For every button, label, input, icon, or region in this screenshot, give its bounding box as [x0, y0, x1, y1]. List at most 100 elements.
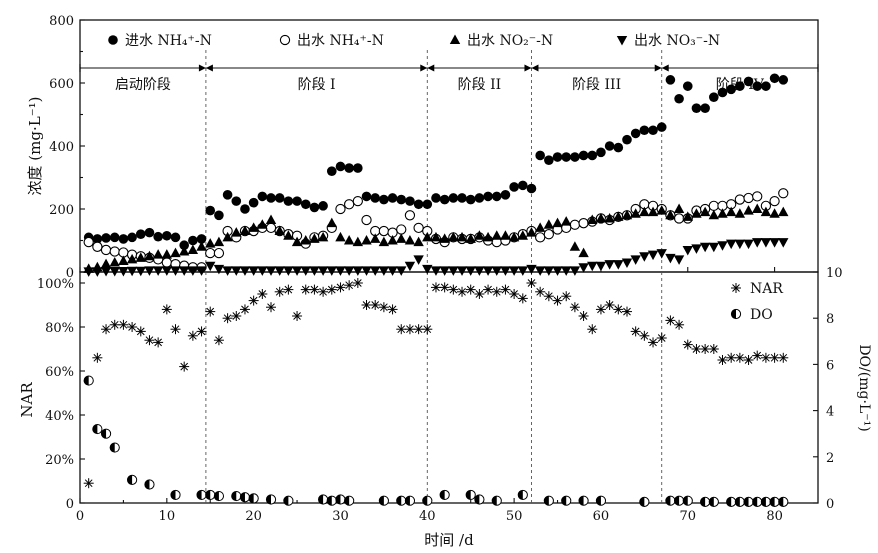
nar-point [552, 295, 563, 306]
data-point-down-triangle [587, 261, 598, 272]
data-point-filled-circle [552, 152, 563, 162]
data-point-down-triangle [222, 266, 233, 276]
right-y-tick-label: 6 [826, 358, 834, 373]
nar-point [187, 330, 198, 341]
nar-point [734, 352, 745, 363]
nar-point [691, 344, 702, 354]
do-point [170, 489, 181, 501]
data-point-down-triangle [534, 266, 546, 276]
data-point-down-triangle [595, 261, 607, 272]
data-point-filled-circle [691, 103, 702, 113]
do-point [144, 479, 155, 490]
data-point-open-circle [161, 257, 172, 268]
x-tick-label: 60 [593, 509, 610, 524]
data-point-up-triangle [482, 231, 494, 242]
data-point-down-triangle [100, 267, 112, 277]
data-point-down-triangle [725, 239, 737, 250]
data-point-filled-circle [544, 155, 554, 165]
data-point-filled-circle [257, 191, 268, 202]
nar-point [205, 306, 216, 317]
data-point-down-triangle [135, 266, 146, 277]
nar-point [396, 324, 407, 335]
do-point [474, 494, 485, 505]
data-point-open-circle [352, 195, 363, 207]
stage-arrowhead [531, 64, 539, 72]
do-point [126, 474, 138, 485]
data-point-down-triangle [665, 253, 676, 264]
data-point-up-triangle [595, 212, 607, 223]
nar-point [483, 284, 494, 295]
nar-point [587, 324, 598, 335]
data-point-up-triangle [587, 214, 598, 225]
nar-point [760, 352, 771, 363]
data-point-down-triangle [187, 266, 199, 276]
do-point [283, 495, 294, 506]
nar-point [352, 278, 363, 288]
right-y-axis-label: DO/(mg·L⁻¹) [856, 344, 872, 431]
data-point-filled-circle [231, 196, 242, 206]
legend-label: 出水 NO₂⁻-N [467, 33, 553, 49]
data-point-down-triangle [691, 244, 702, 254]
legend-marker-down-triangle [616, 36, 628, 46]
data-point-down-triangle [500, 266, 511, 276]
data-point-filled-circle [535, 150, 545, 161]
data-point-filled-circle [153, 231, 163, 242]
data-point-filled-circle [379, 194, 389, 205]
data-point-down-triangle [118, 267, 129, 277]
nar-point [430, 282, 441, 293]
legend-marker-half-filled-circle [730, 308, 742, 320]
top-y-tick-label: 400 [49, 140, 74, 155]
data-point-up-triangle [439, 233, 450, 243]
bottom-y-axis-label: NAR [18, 382, 36, 418]
do-point [778, 496, 789, 507]
top-y-tick-label: 0 [66, 266, 74, 281]
data-point-filled-circle [335, 161, 346, 172]
nar-point [509, 289, 520, 299]
bottom-plot-frame [79, 271, 819, 504]
data-point-filled-circle [769, 73, 780, 84]
data-point-filled-circle [144, 227, 155, 238]
data-point-up-triangle [578, 247, 589, 258]
data-point-filled-circle [578, 150, 589, 161]
data-point-up-triangle [178, 246, 190, 256]
data-point-filled-circle [639, 125, 650, 136]
data-point-down-triangle [752, 238, 763, 248]
data-point-down-triangle [239, 266, 251, 276]
nar-point [578, 311, 589, 321]
nar-point [135, 326, 146, 337]
data-point-filled-circle [309, 202, 320, 213]
data-point-up-triangle [231, 227, 242, 237]
nar-point [326, 284, 337, 295]
data-point-filled-circle [570, 152, 580, 162]
do-point [404, 495, 416, 506]
data-point-up-triangle [665, 209, 676, 220]
data-point-down-triangle [205, 261, 216, 272]
data-point-down-triangle [647, 250, 659, 261]
data-point-up-triangle [543, 219, 555, 229]
do-point [422, 495, 433, 506]
nar-point [109, 319, 120, 330]
data-point-down-triangle [370, 266, 381, 276]
data-point-down-triangle [92, 267, 103, 277]
nar-point [248, 295, 259, 306]
data-point-filled-circle [526, 183, 537, 194]
data-point-down-triangle [257, 266, 268, 276]
stage-label: 阶段 I [298, 77, 336, 93]
nar-point [292, 311, 303, 321]
nar-point [543, 291, 554, 302]
do-point [673, 495, 685, 506]
data-point-down-triangle [491, 266, 502, 276]
data-point-filled-circle [743, 76, 754, 87]
data-point-down-triangle [326, 266, 337, 276]
data-point-up-triangle [109, 257, 120, 267]
data-point-down-triangle [552, 266, 563, 276]
data-point-down-triangle [708, 242, 720, 253]
data-point-open-circle [109, 246, 120, 257]
nar-point [387, 304, 398, 315]
data-point-down-triangle [430, 266, 442, 276]
data-point-filled-circle [761, 81, 771, 91]
nar-point [526, 278, 537, 288]
data-point-up-triangle [118, 255, 129, 265]
data-point-down-triangle [621, 258, 633, 269]
data-point-filled-circle [361, 191, 372, 202]
